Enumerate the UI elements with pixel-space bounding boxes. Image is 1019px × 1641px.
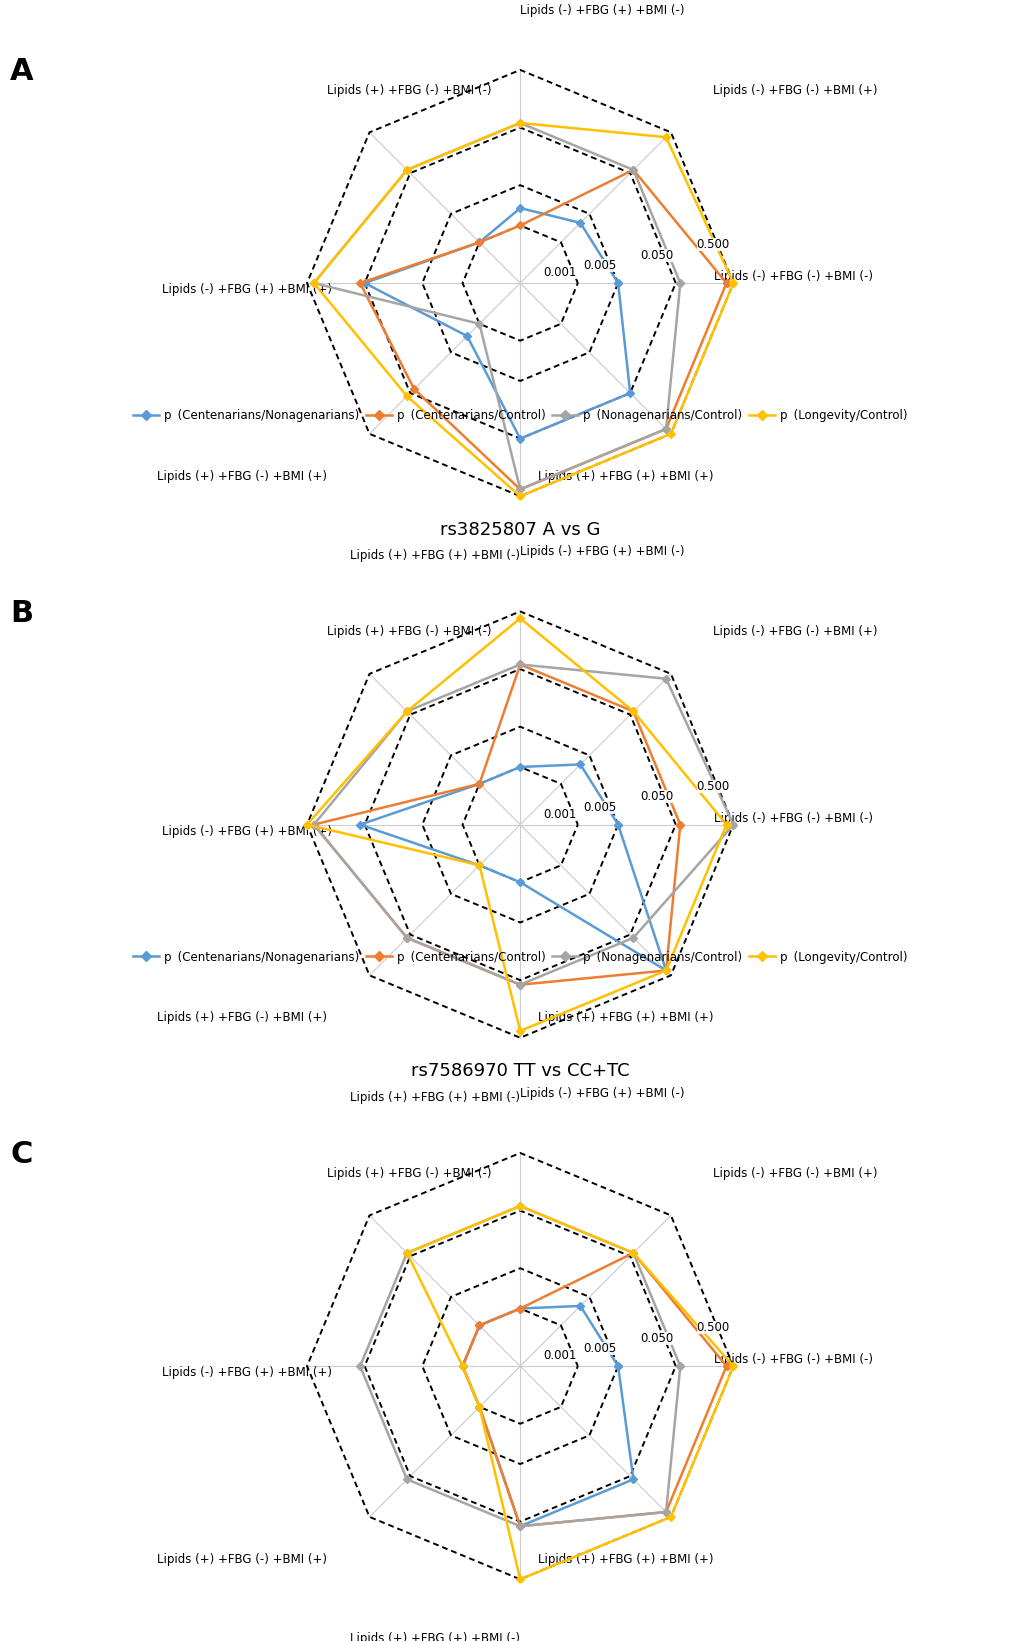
Text: Lipids (+) +FBG (-) +BMI (+): Lipids (+) +FBG (-) +BMI (+)	[157, 1011, 327, 1024]
Text: 0.005: 0.005	[583, 1342, 615, 1355]
Text: 0.500: 0.500	[696, 238, 730, 251]
Text: 0.005: 0.005	[583, 259, 615, 272]
Text: 0.001: 0.001	[543, 807, 577, 820]
Text: Lipids (-) +FBG (-) +BMI (+): Lipids (-) +FBG (-) +BMI (+)	[712, 625, 876, 638]
Text: Lipids (-) +FBG (-) +BMI (+): Lipids (-) +FBG (-) +BMI (+)	[712, 1167, 876, 1180]
Text: B: B	[10, 599, 34, 629]
Text: Lipids (-) +FBG (+) +BMI (+): Lipids (-) +FBG (+) +BMI (+)	[162, 284, 332, 295]
Text: 0.050: 0.050	[639, 249, 673, 261]
Title: rs3825807 A vs G: rs3825807 A vs G	[439, 520, 600, 538]
Text: 0.001: 0.001	[543, 1349, 577, 1362]
Text: Lipids (+) +FBG (-) +BMI (-): Lipids (+) +FBG (-) +BMI (-)	[327, 84, 491, 97]
Legend: p  (Centenarians/Nonagenarians), p  (Centenarians/Control), p  (Nonagenarians/Co: p (Centenarians/Nonagenarians), p (Cente…	[128, 404, 911, 427]
Text: Lipids (+) +FBG (-) +BMI (+): Lipids (+) +FBG (-) +BMI (+)	[157, 469, 327, 482]
Text: Lipids (-) +FBG (+) +BMI (+): Lipids (-) +FBG (+) +BMI (+)	[162, 824, 332, 837]
Text: Lipids (+) +FBG (+) +BMI (+): Lipids (+) +FBG (+) +BMI (+)	[537, 1011, 712, 1024]
Text: 0.050: 0.050	[639, 791, 673, 802]
Text: Lipids (-) +FBG (+) +BMI (+): Lipids (-) +FBG (+) +BMI (+)	[162, 1365, 332, 1378]
Legend: p  (Centenarians/Nonagenarians), p  (Centenarians/Control), p  (Nonagenarians/Co: p (Centenarians/Nonagenarians), p (Cente…	[128, 945, 911, 968]
Text: Lipids (-) +FBG (-) +BMI (-): Lipids (-) +FBG (-) +BMI (-)	[713, 812, 871, 824]
Text: Lipids (-) +FBG (+) +BMI (-): Lipids (-) +FBG (+) +BMI (-)	[520, 1086, 684, 1099]
Text: Lipids (-) +FBG (-) +BMI (-): Lipids (-) +FBG (-) +BMI (-)	[713, 271, 871, 284]
Text: Lipids (+) +FBG (-) +BMI (-): Lipids (+) +FBG (-) +BMI (-)	[327, 1167, 491, 1180]
Text: Lipids (+) +FBG (+) +BMI (-): Lipids (+) +FBG (+) +BMI (-)	[350, 1091, 520, 1104]
Text: A: A	[10, 57, 34, 87]
Text: Lipids (+) +FBG (-) +BMI (+): Lipids (+) +FBG (-) +BMI (+)	[157, 1552, 327, 1566]
Text: 0.001: 0.001	[543, 266, 577, 279]
Text: 0.005: 0.005	[583, 801, 615, 814]
Text: Lipids (+) +FBG (+) +BMI (-): Lipids (+) +FBG (+) +BMI (-)	[350, 550, 520, 563]
Text: Lipids (-) +FBG (+) +BMI (-): Lipids (-) +FBG (+) +BMI (-)	[520, 545, 684, 558]
Text: Lipids (+) +FBG (-) +BMI (-): Lipids (+) +FBG (-) +BMI (-)	[327, 625, 491, 638]
Text: Lipids (+) +FBG (+) +BMI (-): Lipids (+) +FBG (+) +BMI (-)	[350, 1633, 520, 1641]
Text: 0.500: 0.500	[696, 779, 730, 793]
Text: C: C	[10, 1140, 33, 1170]
Text: 0.050: 0.050	[639, 1332, 673, 1344]
Text: Lipids (-) +FBG (+) +BMI (-): Lipids (-) +FBG (+) +BMI (-)	[520, 3, 684, 16]
Text: 0.500: 0.500	[696, 1321, 730, 1334]
Title: rs7586970 TT vs CC+TC: rs7586970 TT vs CC+TC	[411, 1062, 629, 1080]
Text: Lipids (+) +FBG (+) +BMI (+): Lipids (+) +FBG (+) +BMI (+)	[537, 469, 712, 482]
Text: Lipids (+) +FBG (+) +BMI (+): Lipids (+) +FBG (+) +BMI (+)	[537, 1552, 712, 1566]
Text: Lipids (-) +FBG (-) +BMI (+): Lipids (-) +FBG (-) +BMI (+)	[712, 84, 876, 97]
Text: Lipids (-) +FBG (-) +BMI (-): Lipids (-) +FBG (-) +BMI (-)	[713, 1354, 871, 1365]
